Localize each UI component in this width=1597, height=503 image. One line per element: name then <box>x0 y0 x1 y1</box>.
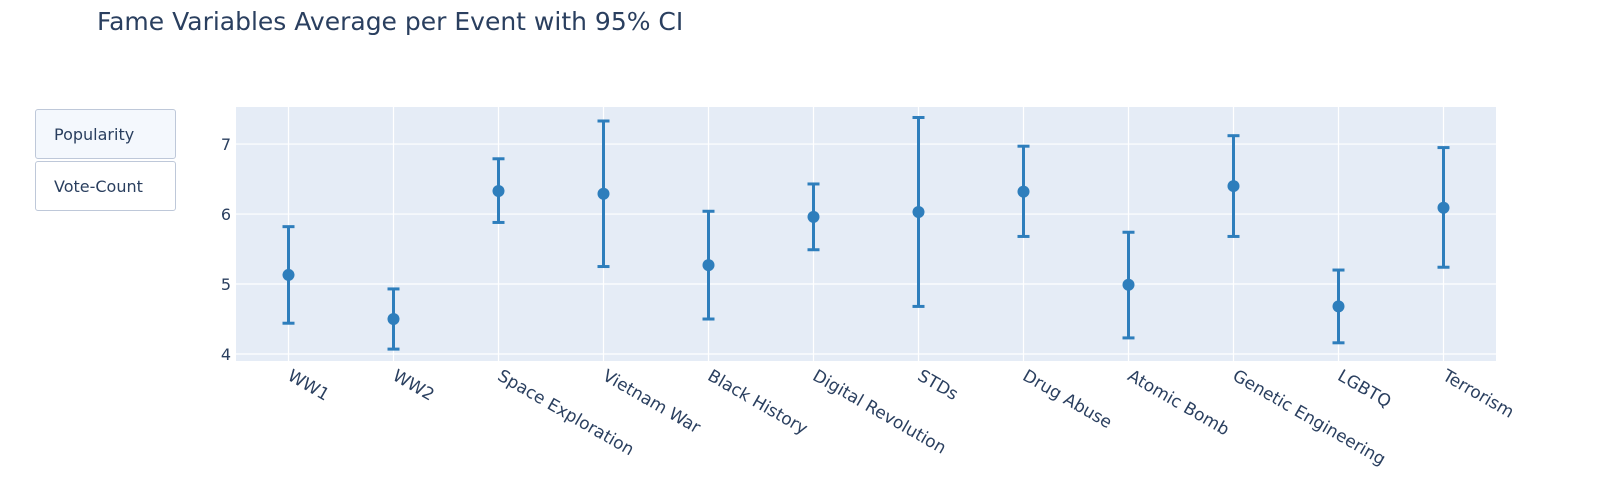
y-axis: 4 5 6 7 <box>221 135 231 364</box>
error-bar-group <box>597 119 610 269</box>
popularity-button[interactable]: Popularity <box>35 109 176 159</box>
y-tick-label: 4 <box>221 345 231 364</box>
data-point <box>807 210 820 223</box>
variable-selector: Popularity Vote-Count <box>35 109 176 213</box>
x-tick-label: Terrorism <box>1438 366 1517 423</box>
data-point <box>702 259 715 272</box>
data-point <box>282 268 295 281</box>
x-tick-label: Drug Abuse <box>1019 366 1115 433</box>
data-point <box>387 313 400 326</box>
y-tick-label: 6 <box>221 205 231 224</box>
x-tick-label: Vietnam War <box>599 366 704 438</box>
data-point <box>492 184 505 197</box>
data-point <box>1227 180 1240 193</box>
error-bar-group <box>282 225 295 325</box>
data-marks <box>282 115 1450 351</box>
error-bar-group <box>1017 144 1030 238</box>
data-point <box>1437 201 1450 214</box>
data-point <box>912 205 925 218</box>
data-point <box>597 187 610 200</box>
error-bar-group <box>807 182 820 252</box>
plot-area <box>236 107 1496 361</box>
x-tick-label: WW1 <box>284 366 332 406</box>
error-bar-group <box>492 157 505 224</box>
data-point <box>1017 185 1030 198</box>
error-bar-group <box>702 209 715 321</box>
error-bar-group <box>1332 268 1345 345</box>
error-bar-group <box>1227 134 1240 238</box>
x-tick-label: Atomic Bomb <box>1124 366 1233 440</box>
error-bar-group <box>1437 146 1450 269</box>
y-tick-label: 5 <box>221 275 231 294</box>
chart-title: Fame Variables Average per Event with 95… <box>97 7 684 36</box>
vote-count-button[interactable]: Vote-Count <box>35 161 176 211</box>
data-point <box>1332 300 1345 313</box>
error-bar-group <box>912 115 925 308</box>
x-tick-label: LGBTQ <box>1334 366 1394 412</box>
x-tick-label: WW2 <box>389 366 437 406</box>
x-tick-label: Black History <box>704 366 811 439</box>
y-gridlines <box>236 143 1496 355</box>
x-tick-label: STDs <box>914 366 961 405</box>
error-bar-group <box>387 287 400 351</box>
error-bar-group <box>1122 230 1135 340</box>
y-tick-label: 7 <box>221 135 231 154</box>
data-point <box>1122 278 1135 291</box>
